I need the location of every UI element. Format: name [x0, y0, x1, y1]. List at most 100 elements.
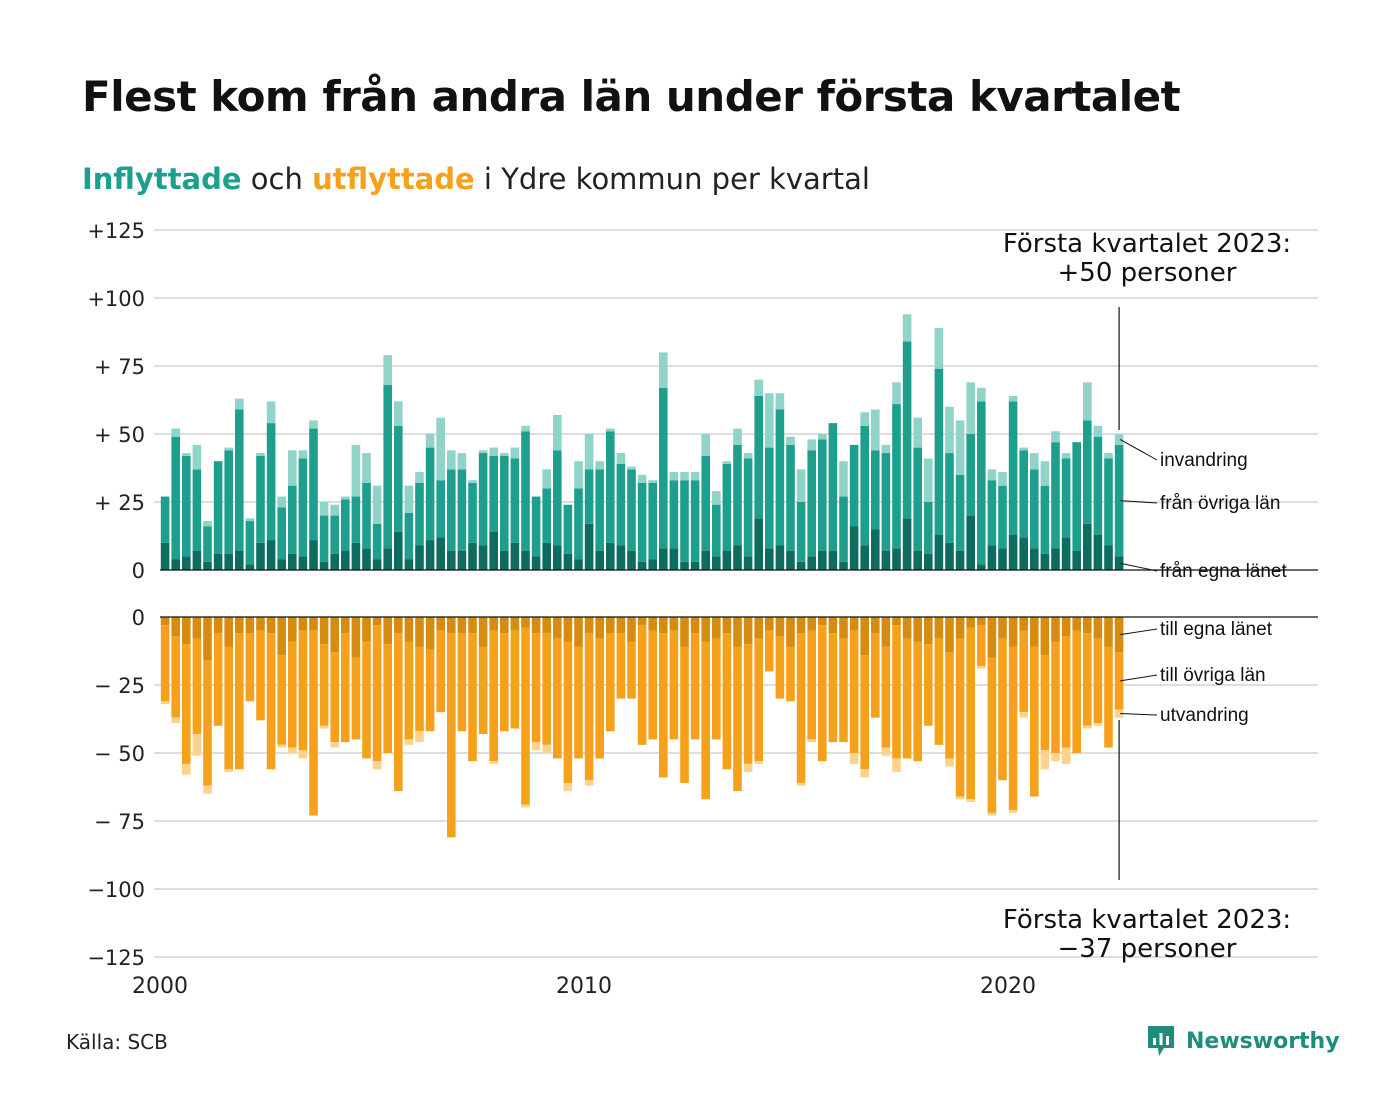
- bar-till-ovriga-lan: [743, 644, 753, 764]
- bar-invandring: [839, 461, 848, 497]
- bar-fran-egna-lanet: [839, 561, 848, 570]
- bar-invandring: [616, 453, 626, 464]
- bar-invandring: [902, 314, 912, 342]
- bar-invandring: [637, 474, 647, 483]
- bar-till-ovriga-lan: [659, 633, 668, 778]
- bar-fran-ovriga-lan: [892, 404, 901, 549]
- bar-till-egna-lanet: [415, 617, 424, 647]
- bar-fran-ovriga-lan: [1104, 458, 1113, 546]
- bar-till-ovriga-lan: [309, 630, 318, 816]
- newsworthy-logo-icon: [1148, 1026, 1174, 1056]
- bar-till-ovriga-lan: [404, 641, 414, 740]
- bar-till-egna-lanet: [277, 617, 286, 656]
- bar-fran-ovriga-lan: [796, 502, 806, 562]
- bar-till-ovriga-lan: [521, 627, 530, 805]
- bar-fran-ovriga-lan: [1093, 436, 1103, 535]
- bar-fran-egna-lanet: [712, 556, 721, 570]
- bar-fran-egna-lanet: [1030, 548, 1039, 570]
- bar-utvandring: [966, 799, 975, 802]
- bar-fran-ovriga-lan: [531, 496, 541, 557]
- bar-utvandring: [743, 763, 753, 773]
- x-tick-label: 2000: [132, 974, 188, 999]
- bar-fran-ovriga-lan: [436, 480, 445, 538]
- bar-invandring: [288, 450, 297, 486]
- bar-fran-ovriga-lan: [871, 450, 880, 530]
- bar-fran-egna-lanet: [404, 559, 414, 570]
- bar-fran-egna-lanet: [934, 534, 944, 570]
- bar-fran-ovriga-lan: [1008, 401, 1018, 535]
- bar-fran-ovriga-lan: [1051, 442, 1060, 549]
- y-tick-label: 0: [132, 559, 145, 583]
- bar-till-ovriga-lan: [1051, 641, 1060, 753]
- subtitle-inflyttade: Inflyttade: [82, 162, 242, 196]
- bar-till-egna-lanet: [849, 617, 859, 631]
- bar-till-ovriga-lan: [669, 630, 679, 740]
- bar-till-egna-lanet: [945, 617, 954, 653]
- bar-fran-ovriga-lan: [330, 515, 339, 554]
- bar-fran-egna-lanet: [362, 548, 371, 570]
- bar-fran-egna-lanet: [977, 564, 986, 570]
- bar-invandring: [192, 444, 202, 470]
- bar-fran-ovriga-lan: [902, 341, 912, 519]
- bar-fran-egna-lanet: [298, 556, 308, 570]
- bar-fran-egna-lanet: [680, 561, 689, 570]
- bar-till-egna-lanet: [563, 617, 573, 642]
- bar-fran-ovriga-lan: [606, 431, 615, 543]
- bar-fran-ovriga-lan: [849, 444, 859, 527]
- bar-till-egna-lanet: [648, 617, 657, 631]
- bar-till-ovriga-lan: [330, 652, 339, 743]
- bar-till-ovriga-lan: [478, 646, 488, 734]
- bar-invandring: [574, 461, 583, 489]
- y-tick-label: −100: [87, 878, 145, 902]
- bar-invandring: [468, 480, 477, 483]
- y-tick-label: + 75: [94, 355, 145, 379]
- bar-fran-ovriga-lan: [1030, 469, 1039, 549]
- bar-fran-egna-lanet: [553, 545, 562, 570]
- bar-invandring: [457, 453, 467, 470]
- bar-fran-egna-lanet: [510, 542, 520, 570]
- bar-fran-egna-lanet: [1019, 537, 1028, 570]
- bar-till-ovriga-lan: [733, 646, 742, 792]
- bar-till-ovriga-lan: [468, 633, 477, 762]
- bar-invandring: [659, 352, 668, 388]
- x-tick-label: 2020: [980, 974, 1036, 999]
- bar-utvandring: [1040, 750, 1050, 770]
- bar-fran-ovriga-lan: [1083, 420, 1092, 524]
- bar-invandring: [372, 485, 382, 524]
- bar-invandring: [383, 355, 392, 386]
- bar-fran-ovriga-lan: [468, 482, 477, 543]
- bar-utvandring: [182, 763, 191, 775]
- bar-fran-egna-lanet: [415, 545, 424, 570]
- bar-till-ovriga-lan: [796, 633, 806, 783]
- bar-invandring: [701, 434, 710, 456]
- bar-fran-ovriga-lan: [648, 482, 657, 560]
- bar-fran-ovriga-lan: [213, 461, 223, 554]
- bar-invandring: [553, 414, 562, 451]
- bar-till-egna-lanet: [351, 617, 361, 658]
- bar-till-ovriga-lan: [341, 633, 350, 743]
- bar-invandring: [998, 472, 1007, 486]
- bar-till-ovriga-lan: [977, 625, 986, 666]
- bar-till-egna-lanet: [913, 617, 922, 642]
- series-label-upper: invandring: [1160, 450, 1248, 471]
- bar-fran-ovriga-lan: [394, 425, 403, 532]
- bar-utvandring: [160, 701, 170, 705]
- series-label-upper: från egna länet: [1160, 561, 1287, 582]
- bar-till-ovriga-lan: [584, 633, 594, 781]
- bar-utvandring: [977, 665, 986, 669]
- bar-till-ovriga-lan: [998, 638, 1007, 781]
- bar-till-egna-lanet: [733, 617, 742, 647]
- bar-invandring: [447, 450, 456, 470]
- bar-till-ovriga-lan: [171, 636, 180, 718]
- bar-utvandring: [584, 780, 594, 786]
- bar-invandring: [743, 453, 753, 459]
- bar-utvandring: [288, 747, 297, 753]
- bar-till-egna-lanet: [690, 617, 700, 634]
- bar-till-ovriga-lan: [362, 641, 371, 759]
- bar-till-egna-lanet: [828, 617, 838, 634]
- bar-till-egna-lanet: [1051, 617, 1060, 642]
- bar-till-ovriga-lan: [1019, 630, 1028, 713]
- bar-till-ovriga-lan: [754, 638, 763, 762]
- bar-fran-ovriga-lan: [182, 455, 191, 557]
- bar-utvandring: [1008, 810, 1018, 813]
